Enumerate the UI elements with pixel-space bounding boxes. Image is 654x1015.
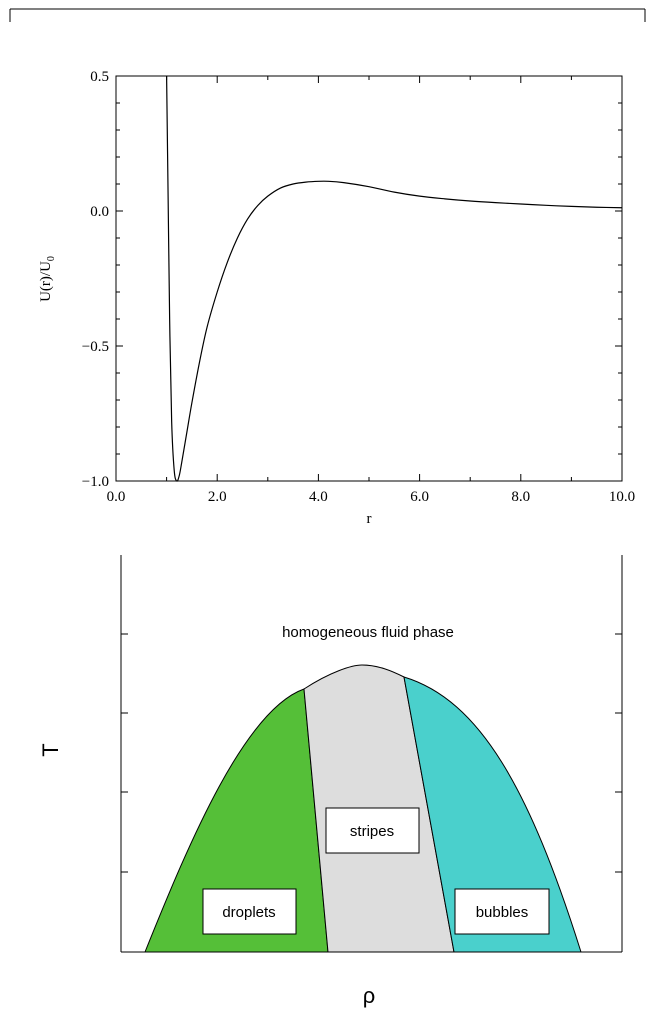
x-tick-label: 0.0 (107, 489, 126, 505)
y-tick-label: 0.5 (90, 69, 109, 85)
potential-ticks (115, 75, 623, 482)
y-tick-label: −1.0 (82, 474, 109, 490)
bubbles-region (403, 676, 582, 953)
x-tick-label: 4.0 (309, 489, 328, 505)
y-tick-label: 0.0 (90, 204, 109, 220)
droplets-label: droplets (222, 904, 275, 921)
potential-ylabel-main: U(r)/U (38, 261, 54, 302)
y-tick-label: −0.5 (82, 339, 109, 355)
phase-xlabel: ρ (363, 983, 376, 1008)
phase-ylabel: T (38, 743, 63, 756)
potential-ylabel: U(r)/U0 (38, 256, 57, 302)
bubbles-label-box (454, 888, 550, 935)
droplets-label-box (202, 888, 297, 935)
x-tick-label: 10.0 (609, 489, 635, 505)
x-tick-label: 2.0 (208, 489, 227, 505)
potential-tick-labels: 0.0 2.0 4.0 6.0 8.0 10.0 −1.0 −0.5 0.0 0.5 (82, 69, 635, 505)
phase-right-ticks (615, 633, 622, 873)
potential-chart: 0.0 2.0 4.0 6.0 8.0 10.0 −1.0 −0.5 0.0 0.5 r U(r)… (38, 69, 635, 527)
stripes-label: stripes (350, 823, 394, 840)
phase-left-ticks (121, 633, 128, 873)
droplets-region (144, 688, 329, 953)
potential-curve (166, 75, 623, 482)
x-tick-label: 6.0 (410, 489, 429, 505)
potential-plot-frame (115, 75, 623, 482)
homogeneous-phase-label: homogeneous fluid phase (282, 624, 454, 641)
potential-ylabel-subscript: 0 (46, 256, 57, 261)
stripes-label-box (325, 807, 420, 854)
potential-xlabel: r (367, 511, 372, 527)
x-tick-label: 8.0 (511, 489, 530, 505)
phase-diagram: homogeneous fluid phase stripes droplets… (38, 555, 623, 1008)
bubbles-label: bubbles (476, 904, 529, 921)
